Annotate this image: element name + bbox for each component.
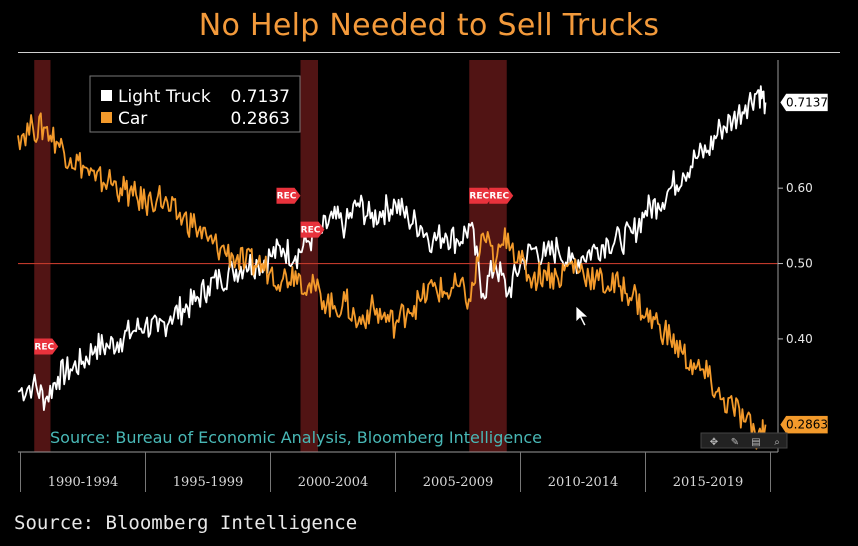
y-tick-label: 0.40 <box>786 332 813 346</box>
recession-band-2 <box>300 60 318 452</box>
x-period-label: 2015-2019 <box>673 475 744 490</box>
svg-text:▤: ▤ <box>751 437 760 448</box>
title-divider <box>18 52 840 53</box>
last-value-tag-light-truck: 0.7137 <box>779 93 829 112</box>
pencil-icon[interactable]: ✎ <box>731 437 739 448</box>
x-period-label: 1990-1994 <box>48 475 119 490</box>
legend-swatch-truck <box>101 90 112 101</box>
legend-box: Light Truck 0.7137 Car 0.2863 <box>89 75 301 133</box>
recession-flag-1: REC <box>34 338 59 355</box>
move-icon[interactable]: ✥ <box>710 437 718 448</box>
table-icon[interactable]: ▤ <box>751 437 760 448</box>
inner-source-note: Source: Bureau of Economic Analysis, Blo… <box>50 428 542 447</box>
series-line-car <box>17 112 767 450</box>
recession-flag-3: REC <box>300 221 325 238</box>
y-tick-label: 0.50 <box>786 257 813 271</box>
x-period-label: 2010-2014 <box>548 475 619 490</box>
legend-value-truck: 0.7137 <box>231 87 290 107</box>
chart-title: No Help Needed to Sell Trucks <box>198 8 660 43</box>
y-tick-label: 0.60 <box>786 181 813 195</box>
recession-flag-2: REC <box>276 187 301 204</box>
svg-text:✎: ✎ <box>731 437 739 448</box>
series-layer <box>17 85 767 450</box>
chart-toolbar: ✥ ✎ ▤ ⌕ <box>700 432 788 449</box>
legend-value-car: 0.2863 <box>231 109 290 129</box>
svg-text:0.7137: 0.7137 <box>786 95 828 109</box>
y-axis-ticks: 0.40 0.50 0.60 <box>778 181 813 346</box>
legend-label-car: Car <box>118 109 147 129</box>
recession-band-3 <box>469 60 507 452</box>
x-axis-period-ticks: 1990-1994 1995-1999 2000-2004 2005-2009 2010… <box>20 452 771 492</box>
mouse-cursor-icon <box>575 305 590 327</box>
svg-text:REC: REC <box>277 192 297 202</box>
svg-text:REC: REC <box>489 192 509 202</box>
recession-flag-4: REC <box>469 187 494 204</box>
footer-source: Source: Bloomberg Intelligence <box>14 512 358 534</box>
series-line-light-truck <box>17 85 767 411</box>
legend-swatch-car <box>101 112 112 123</box>
last-value-tag-car: 0.2863 <box>779 415 829 434</box>
svg-text:REC: REC <box>469 192 489 202</box>
x-period-label: 2005-2009 <box>423 475 494 490</box>
x-period-label: 1995-1999 <box>173 475 244 490</box>
svg-text:REC: REC <box>301 226 321 236</box>
svg-text:⌕: ⌕ <box>774 437 780 448</box>
legend-label-truck: Light Truck <box>118 87 211 107</box>
recession-flag-5: REC <box>489 187 514 204</box>
zoom-icon[interactable]: ⌕ <box>774 437 780 448</box>
svg-text:REC: REC <box>34 342 54 352</box>
svg-text:0.2863: 0.2863 <box>786 418 828 432</box>
x-period-label: 2000-2004 <box>298 475 369 490</box>
last-value-tags: 0.7137 0.2863 <box>779 93 829 434</box>
svg-text:✥: ✥ <box>710 437 718 448</box>
